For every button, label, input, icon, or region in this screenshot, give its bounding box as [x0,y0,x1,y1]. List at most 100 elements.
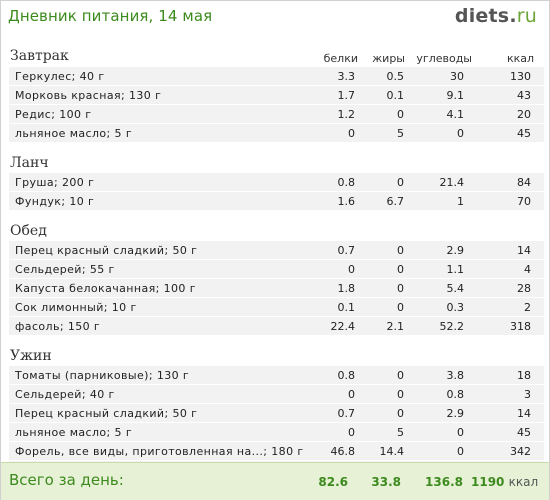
food-carbs: 5.4 [446,282,465,295]
food-protein: 1.6 [337,195,356,208]
food-kcal: 130 [510,70,531,83]
column-header-carbs: углеводы [416,52,472,65]
food-row[interactable]: фасоль; 150 г 22.4 2.1 52.2 318 [9,317,544,336]
food-kcal: 84 [517,176,531,189]
food-fat: 0 [397,369,404,382]
logo-dot: . [509,5,517,27]
food-row[interactable]: Форель, все виды, приготовленная на...; … [9,442,544,461]
food-name: Груша; 200 г [15,176,95,189]
page-title: Дневник питания, 14 мая [8,7,213,25]
meal-section-header: Ужин [8,344,544,366]
food-name: Сельдерей; 55 г [15,263,115,276]
food-carbs: 2.9 [446,407,465,420]
total-carbs: 136.8 [425,475,463,489]
total-kcal-unit: ккал [508,475,539,489]
food-kcal: 43 [517,89,531,102]
section-gap [8,211,544,219]
food-row[interactable]: Груша; 200 г 0.8 0 21.4 84 [9,173,544,192]
food-kcal: 2 [524,301,531,314]
food-fat: 2.1 [386,320,405,333]
food-fat: 0 [397,108,404,121]
food-row[interactable]: Сок лимонный; 10 г 0.1 0 0.3 2 [9,298,544,317]
total-kcal: 1190 ккал [471,475,539,489]
column-header-protein: белки [323,52,358,65]
food-protein: 22.4 [330,320,356,333]
food-row[interactable]: Перец красный сладкий; 50 г 0.7 0 2.9 14 [9,241,544,260]
food-row[interactable]: Геркулес; 40 г 3.3 0.5 30 130 [9,67,544,86]
food-row[interactable]: Фундук; 10 г 1.6 6.7 1 70 [9,192,544,211]
food-row[interactable]: Капуста белокачанная; 100 г 1.8 0 5.4 28 [9,279,544,298]
total-protein: 82.6 [318,475,348,489]
food-protein: 0.8 [337,369,356,382]
food-kcal: 28 [517,282,531,295]
food-kcal: 45 [517,127,531,140]
food-row[interactable]: льняное масло; 5 г 0 5 0 45 [9,423,544,442]
food-protein: 0 [348,263,355,276]
food-kcal: 20 [517,108,531,121]
food-row[interactable]: Томаты (парниковые); 130 г 0.8 0 3.8 18 [9,366,544,385]
food-carbs: 30 [450,70,464,83]
food-protein: 1.7 [337,89,356,102]
food-kcal: 45 [517,426,531,439]
food-carbs: 0.8 [446,388,465,401]
meal-title: Обед [10,223,47,239]
food-row[interactable]: Сельдерей; 55 г 0 0 1.1 4 [9,260,544,279]
food-fat: 0 [397,282,404,295]
food-row[interactable]: льняное масло; 5 г 0 5 0 45 [9,124,544,143]
food-row[interactable]: Морковь красная; 130 г 1.7 0.1 9.1 43 [9,86,544,105]
food-carbs: 0 [457,426,464,439]
food-fat: 5 [397,127,404,140]
food-kcal: 318 [510,320,531,333]
food-fat: 0 [397,301,404,314]
food-kcal: 14 [517,244,531,257]
food-kcal: 3 [524,388,531,401]
nutrition-table: Завтрак белки жиры углеводы ккал Геркулес; 40… [8,45,544,480]
food-row[interactable]: Перец красный сладкий; 50 г 0.7 0 2.9 14 [9,404,544,423]
meal-section-header: Ланч [8,151,544,173]
food-protein: 46.8 [330,445,356,458]
meal-title: Ужин [10,348,52,364]
food-name: Редис; 100 г [15,108,92,121]
section-gap [8,143,544,151]
food-fat: 0 [397,407,404,420]
site-logo[interactable]: diets.ru [455,5,537,27]
food-fat: 0 [397,263,404,276]
food-kcal: 342 [510,445,531,458]
logo-tld: ru [516,5,537,27]
food-protein: 0 [348,426,355,439]
header: Дневник питания, 14 мая diets.ru [1,1,549,37]
food-kcal: 14 [517,407,531,420]
food-protein: 0.8 [337,176,356,189]
logo-name: diets [454,5,510,27]
food-name: Форель, все виды, приготовленная на...; … [15,445,304,458]
meal-title: Завтрак [10,48,69,64]
food-fat: 6.7 [386,195,405,208]
food-fat: 5 [397,426,404,439]
food-carbs: 4.1 [446,108,465,121]
food-protein: 0.7 [337,407,356,420]
food-carbs: 21.4 [439,176,465,189]
food-protein: 1.8 [337,282,356,295]
column-header-fat: жиры [372,52,405,65]
total-fat: 33.8 [371,475,401,489]
meal-title: Ланч [10,155,49,171]
food-name: льняное масло; 5 г [15,127,133,140]
daily-totals: Всего за день: 82.6 33.8 136.8 1190 ккал [1,462,549,500]
food-protein: 0.7 [337,244,356,257]
food-name: Сельдерей; 40 г [15,388,115,401]
food-name: Морковь красная; 130 г [15,89,162,102]
food-row[interactable]: Редис; 100 г 1.2 0 4.1 20 [9,105,544,124]
food-name: Перец красный сладкий; 50 г [15,244,198,257]
food-fat: 14.4 [379,445,405,458]
meal-section-header: Обед [8,219,544,241]
food-carbs: 0.3 [446,301,465,314]
food-name: Капуста белокачанная; 100 г [15,282,196,295]
food-row[interactable]: Сельдерей; 40 г 0 0 0.8 3 [9,385,544,404]
food-carbs: 1 [457,195,464,208]
food-name: Фундук; 10 г [15,195,95,208]
food-name: Перец красный сладкий; 50 г [15,407,198,420]
food-name: льняное масло; 5 г [15,426,133,439]
column-header-kcal: ккал [506,52,534,65]
section-gap [8,336,544,344]
meal-section-header: Завтрак белки жиры углеводы ккал [8,45,544,67]
